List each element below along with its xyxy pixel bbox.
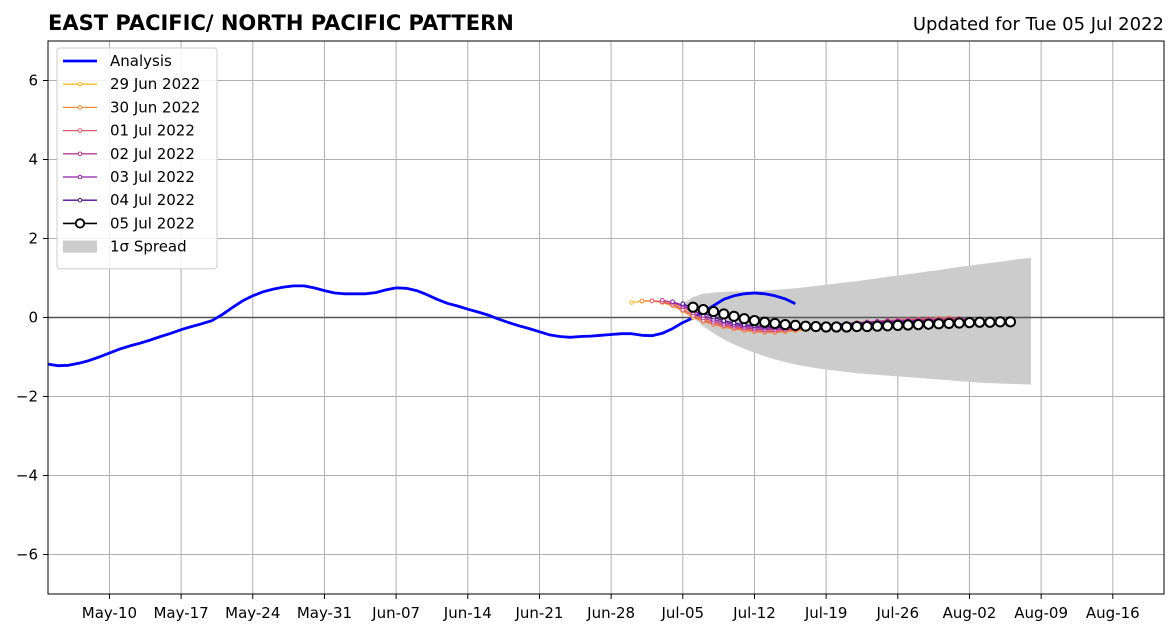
y-tick-label: −6: [16, 546, 38, 564]
chart-title: EAST PACIFIC/ NORTH PACIFIC PATTERN: [48, 11, 514, 35]
forecast-point: [953, 317, 965, 329]
x-tick-label: Jul-26: [875, 604, 919, 622]
legend-label: 1σ Spread: [110, 238, 187, 256]
legend-label: 30 Jun 2022: [110, 98, 200, 116]
x-tick-label: Aug-09: [1014, 604, 1068, 622]
legend-label: 01 Jul 2022: [110, 122, 195, 140]
forecast-point: [738, 313, 750, 325]
legend-label: Analysis: [110, 52, 172, 70]
x-tick-label: May-24: [225, 604, 280, 622]
forecast-point: [861, 320, 873, 333]
forecast-point: [922, 318, 935, 330]
legend-label: 05 Jul 2022: [110, 214, 195, 232]
y-tick-label: 4: [28, 151, 38, 169]
x-tick-label: May-10: [82, 604, 137, 622]
forecast-point: [649, 298, 655, 304]
forecast-point: [933, 318, 945, 330]
forecast-point: [697, 304, 709, 316]
x-tick-label: Jun-07: [371, 604, 420, 622]
legend-marker: [77, 81, 83, 87]
forecast-point: [718, 308, 730, 320]
forecast-point: [871, 320, 883, 332]
legend-marker: [77, 105, 83, 110]
x-tick-label: Jun-14: [443, 604, 492, 622]
legend-marker: [77, 174, 83, 180]
forecast-point: [912, 319, 924, 331]
forecast-point: [963, 317, 976, 329]
forecast-series: [687, 301, 1017, 333]
chart-subtitle: Updated for Tue 05 Jul 2022: [913, 14, 1164, 35]
x-tick-label: Aug-02: [943, 604, 997, 622]
x-tick-label: Jun-21: [514, 604, 563, 622]
forecast-point: [660, 297, 665, 303]
forecast-point: [820, 321, 832, 333]
y-tick-label: 2: [28, 230, 38, 248]
forecast-point: [748, 315, 761, 327]
x-tick-label: Jul-12: [732, 604, 776, 622]
legend: Analysis 29 Jun 2022 30 Jun 2022 01 Jul 202…: [56, 47, 218, 270]
y-tick-label: 0: [28, 309, 38, 327]
legend-label: 03 Jul 2022: [110, 168, 195, 186]
forecast-point: [994, 316, 1006, 328]
forecast-point: [892, 319, 904, 331]
x-tick-label: Jun-28: [586, 604, 635, 622]
forecast-point: [881, 320, 894, 332]
forecast-point: [851, 320, 863, 333]
forecast-point: [841, 321, 853, 333]
x-tick-label: May-31: [297, 604, 352, 622]
forecast-point: [680, 301, 686, 306]
x-axis: May-10 May-17 May-24 May-31 Jun-07 Jun-14 Jun-…: [82, 594, 1140, 622]
y-tick-label: −2: [16, 388, 38, 406]
x-tick-label: May-17: [153, 604, 208, 622]
x-tick-label: Jul-05: [660, 604, 704, 622]
forecast-point: [779, 319, 791, 331]
forecast-point: [670, 299, 675, 305]
legend-label: 29 Jun 2022: [110, 75, 200, 93]
legend-swatch: [63, 240, 97, 253]
analysis-line: [47, 284, 796, 368]
y-tick-label: 6: [28, 72, 38, 90]
forecast-point: [707, 305, 720, 318]
forecast-point: [629, 300, 634, 305]
legend-label: 04 Jul 2022: [110, 191, 195, 209]
forecast-point: [810, 320, 822, 333]
forecast-point: [687, 301, 699, 313]
forecast-point: [789, 319, 802, 331]
forecast-point: [984, 316, 996, 328]
forecast-point: [974, 316, 986, 328]
forecast-point: [1004, 316, 1017, 328]
legend-box: [56, 47, 218, 270]
forecast-layer: [629, 297, 1017, 335]
forecast-point: [769, 317, 781, 330]
legend-marker: [77, 128, 83, 133]
x-tick-label: Jul-19: [804, 604, 848, 622]
forecast-point: [728, 310, 740, 322]
forecast-point: [759, 316, 771, 328]
forecast-point: [830, 321, 842, 333]
x-tick-label: Aug-16: [1086, 604, 1140, 622]
legend-label: 02 Jul 2022: [110, 145, 195, 163]
legend-marker: [74, 218, 86, 229]
y-axis: 6 4 2 0 −2 −4 −6: [16, 72, 48, 564]
forecast-point: [639, 298, 645, 304]
forecast-point: [800, 320, 812, 332]
forecast-point: [943, 317, 955, 330]
analysis-layer: [47, 284, 796, 368]
y-tick-label: −4: [16, 467, 38, 485]
legend-marker: [77, 197, 83, 203]
forecast-point: [902, 319, 914, 331]
legend-marker: [77, 151, 83, 157]
